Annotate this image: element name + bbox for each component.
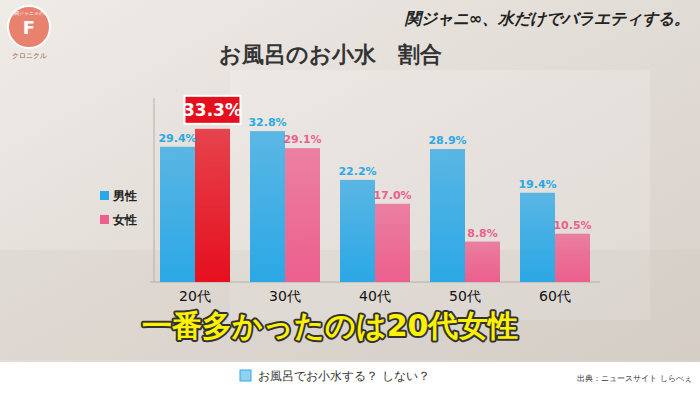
data-label: 19.4% [518,178,556,191]
bar [555,234,590,282]
legend-label: 女性 [112,213,137,227]
data-label: 22.2% [338,165,376,178]
x-tick-label: 40代 [359,288,391,304]
bar [160,147,195,282]
logo-text: クロニクル [12,52,47,60]
data-label: 8.8% [467,227,498,240]
source: 出典：ニュースサイト しらべぇ [577,374,692,383]
logo-text: 関ジャニ∞の [14,10,43,16]
chart: 関ジャニ∞のF クロニクル 関ジャニ∞、水だけでバラエティする。お風呂のお小水 割合… [0,0,700,393]
title: お風呂のお小水 割合 [219,42,442,67]
logo: 関ジャニ∞のF クロニクル [8,6,50,60]
logo-circle [8,6,50,48]
legend-label: 男性 [112,189,137,203]
data-label: 32.8% [248,116,286,129]
bar [375,204,410,282]
page: {"chart_data": {"type": "bar", "title": … [0,0,700,393]
y-axis-line [154,98,155,282]
bar [520,193,555,282]
data-label: 28.9% [428,134,466,147]
bar [285,148,320,282]
legend-swatch [100,191,109,200]
data-label: 33.3% [183,100,242,120]
logo-text: F [23,17,35,38]
x-tick-label: 20代 [179,288,211,304]
legend-swatch [100,215,109,224]
footer-bar [0,362,700,393]
data-label: 17.0% [373,189,411,202]
bar [195,129,230,282]
x-tick-label: 50代 [449,288,481,304]
background [0,0,700,393]
data-label: 29.1% [283,133,321,146]
data-labels: 29.4% 32.8% 22.2% 28.9% 19.4% 29.1% 17.0% 8.8% 1… [158,96,591,240]
bar [250,131,285,282]
bar [430,149,465,282]
data-label: 10.5% [553,219,591,232]
footer-swatch [240,370,251,381]
x-tick-label: 60代 [539,288,571,304]
footer-text: お風呂でお小水する？ しない？ [258,369,430,383]
bar [340,180,375,282]
bar [465,242,500,282]
bars [160,129,590,282]
header-text: 関ジャニ∞、水だけでバラエティする。 [404,9,690,28]
legend: 男性女性 [100,189,137,227]
x-tick-label: 30代 [269,288,301,304]
caption: 一番多かったのは20代女性 [142,308,519,343]
data-label: 29.4% [158,132,196,145]
